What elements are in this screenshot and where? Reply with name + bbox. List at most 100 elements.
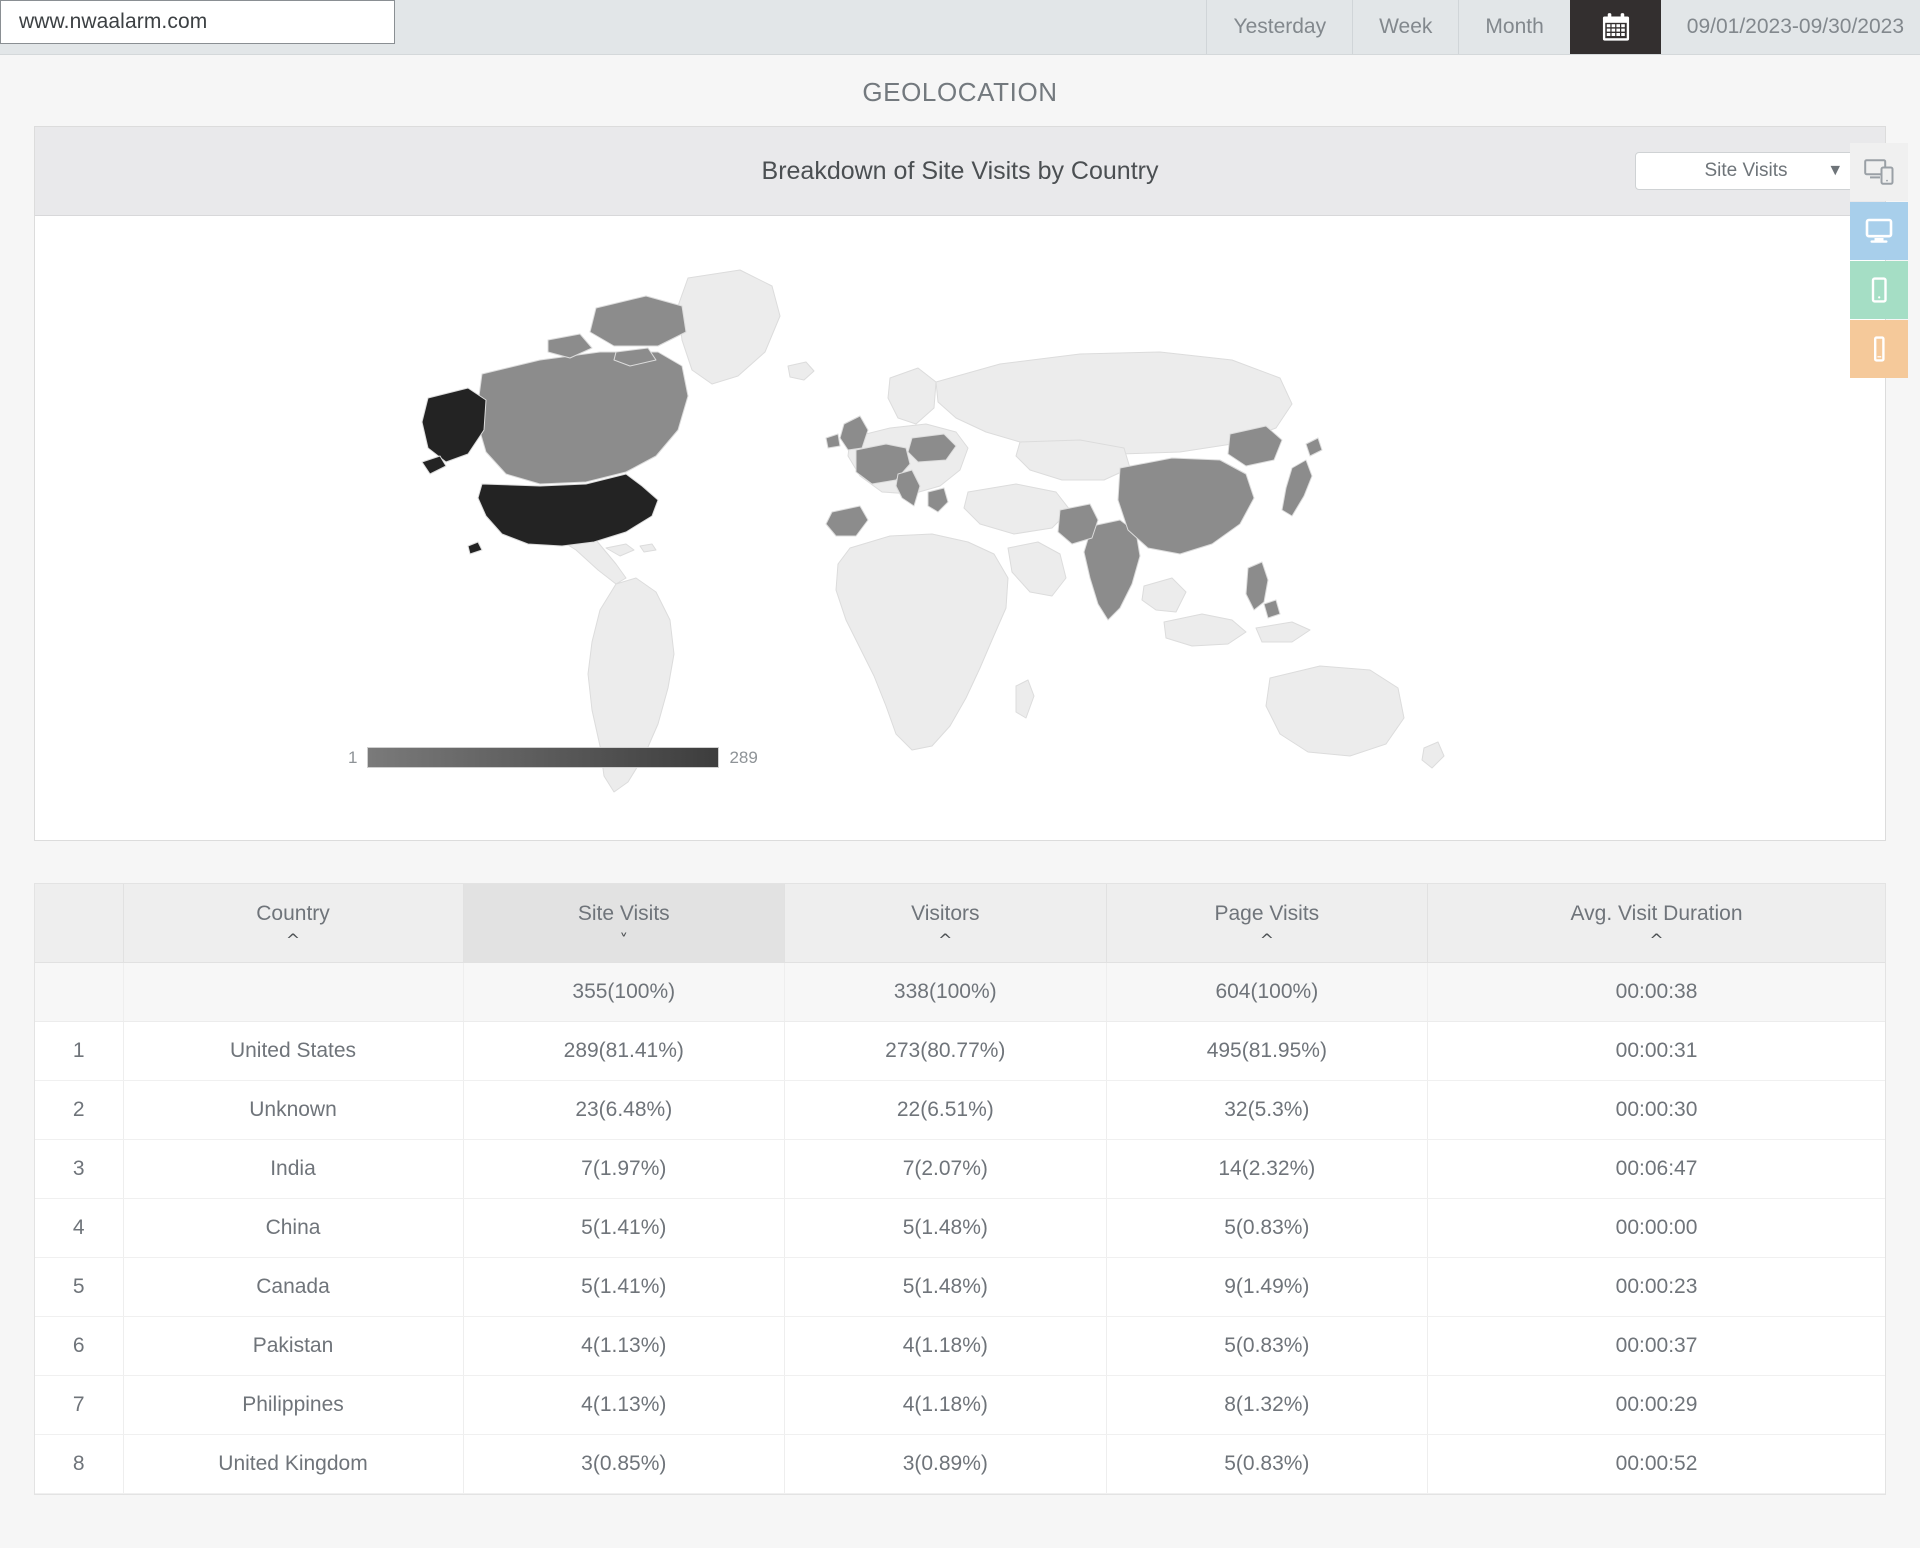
- row-site-visits: 7(1.97%): [463, 1139, 786, 1199]
- th-avg-duration[interactable]: Avg. Visit Duration ^: [1427, 884, 1885, 963]
- table-row[interactable]: 5 Canada 5(1.41%) 5(1.48%) 9(1.49%) 00:00:23: [35, 1257, 1885, 1317]
- sort-asc-icon: ^: [285, 931, 301, 951]
- row-page-visits: 9(1.49%): [1106, 1257, 1429, 1317]
- row-country: Philippines: [123, 1375, 464, 1435]
- row-visitors: 4(1.18%): [784, 1316, 1107, 1376]
- range-tab-yesterday[interactable]: Yesterday: [1206, 0, 1353, 54]
- geolocation-map-card: Breakdown of Site Visits by Country Site…: [34, 126, 1886, 841]
- range-tab-month[interactable]: Month: [1458, 0, 1570, 54]
- table-row[interactable]: 7 Philippines 4(1.13%) 4(1.18%) 8(1.32%) 00:0…: [35, 1375, 1885, 1435]
- device-filter-mobile[interactable]: [1850, 320, 1908, 378]
- map-card-body: 1 289: [35, 216, 1885, 840]
- row-visitors: 22(6.51%): [784, 1080, 1107, 1140]
- desktop-icon: [1865, 218, 1893, 243]
- th-avg-duration-label: Avg. Visit Duration: [1570, 902, 1743, 925]
- world-map[interactable]: [35, 216, 1885, 840]
- totals-site-visits: 355(100%): [463, 962, 786, 1022]
- row-avg-duration: 00:00:30: [1427, 1080, 1885, 1140]
- map-card-title: Breakdown of Site Visits by Country: [761, 156, 1159, 185]
- topbar-spacer: [395, 0, 1206, 54]
- calendar-icon: [1602, 12, 1629, 41]
- row-index: 6: [35, 1316, 124, 1376]
- row-avg-duration: 00:00:52: [1427, 1434, 1885, 1494]
- legend-gradient-bar: [367, 747, 720, 768]
- totals-visitors: 338(100%): [784, 962, 1107, 1022]
- table-row[interactable]: 2 Unknown 23(6.48%) 22(6.51%) 32(5.3%) 00:00:…: [35, 1080, 1885, 1140]
- table-header-row: Country ^ Site Visits ˅ Visitors ^ Page …: [35, 884, 1885, 963]
- table-totals-row: 355(100%) 338(100%) 604(100%) 00:00:38: [35, 962, 1885, 1022]
- table-row[interactable]: 1 United States 289(81.41%) 273(80.77%) 495(…: [35, 1021, 1885, 1081]
- row-page-visits: 32(5.3%): [1106, 1080, 1429, 1140]
- row-avg-duration: 00:00:31: [1427, 1021, 1885, 1081]
- row-visitors: 7(2.07%): [784, 1139, 1107, 1199]
- row-avg-duration: 00:00:29: [1427, 1375, 1885, 1435]
- device-filter-desktop[interactable]: [1850, 202, 1908, 260]
- totals-avg-duration: 00:00:38: [1427, 962, 1885, 1022]
- row-site-visits: 5(1.41%): [463, 1257, 786, 1317]
- device-filter-tablet[interactable]: [1850, 261, 1908, 319]
- th-page-visits[interactable]: Page Visits ^: [1106, 884, 1429, 963]
- device-filter-rail: [1850, 143, 1908, 378]
- table-row[interactable]: 8 United Kingdom 3(0.85%) 3(0.89%) 5(0.83%) 0…: [35, 1434, 1885, 1494]
- url-input[interactable]: www.nwaalarm.com: [0, 0, 395, 44]
- table-header: Country ^ Site Visits ˅ Visitors ^ Page …: [35, 884, 1885, 963]
- th-site-visits[interactable]: Site Visits ˅: [463, 884, 786, 963]
- table-row[interactable]: 6 Pakistan 4(1.13%) 4(1.18%) 5(0.83%) 00:00:3…: [35, 1316, 1885, 1376]
- row-country: United Kingdom: [123, 1434, 464, 1494]
- totals-index: [35, 962, 124, 1022]
- map-legend: 1 289: [348, 747, 758, 768]
- sort-asc-icon: ^: [938, 931, 953, 951]
- metric-select-value: Site Visits: [1704, 160, 1788, 181]
- th-page-visits-label: Page Visits: [1214, 902, 1320, 925]
- calendar-button[interactable]: [1569, 0, 1661, 54]
- date-range-tabs: Yesterday Week Month 09/01/2023-09/30/20…: [1206, 0, 1920, 54]
- th-country[interactable]: Country ^: [123, 884, 464, 963]
- row-index: 2: [35, 1080, 124, 1140]
- chevron-down-icon: ▾: [1830, 159, 1840, 181]
- row-site-visits: 5(1.41%): [463, 1198, 786, 1258]
- world-map-svg: [421, 269, 1445, 793]
- row-avg-duration: 00:00:23: [1427, 1257, 1885, 1317]
- device-filter-all[interactable]: [1850, 143, 1908, 201]
- country-table-wrapper: Country ^ Site Visits ˅ Visitors ^ Page …: [34, 883, 1886, 1495]
- row-page-visits: 5(0.83%): [1106, 1434, 1429, 1494]
- row-index: 3: [35, 1139, 124, 1199]
- th-country-label: Country: [256, 902, 330, 925]
- row-site-visits: 4(1.13%): [463, 1316, 786, 1376]
- page-content: GEOLOCATION: [0, 55, 1920, 1548]
- sort-asc-icon: ^: [1259, 931, 1274, 951]
- totals-page-visits: 604(100%): [1106, 962, 1429, 1022]
- row-page-visits: 14(2.32%): [1106, 1139, 1429, 1199]
- top-bar: www.nwaalarm.com Yesterday Week Month: [0, 0, 1920, 55]
- row-visitors: 5(1.48%): [784, 1198, 1107, 1258]
- range-tab-week[interactable]: Week: [1352, 0, 1459, 54]
- row-country: Canada: [123, 1257, 464, 1317]
- row-page-visits: 5(0.83%): [1106, 1316, 1429, 1376]
- legend-max-value: 289: [729, 747, 758, 767]
- metric-select[interactable]: Site Visits ▾: [1635, 152, 1857, 190]
- sort-asc-icon: ^: [1649, 931, 1664, 951]
- row-site-visits: 289(81.41%): [463, 1021, 786, 1081]
- row-page-visits: 495(81.95%): [1106, 1021, 1429, 1081]
- all-devices-icon: [1864, 159, 1894, 185]
- th-visitors[interactable]: Visitors ^: [784, 884, 1107, 963]
- row-index: 7: [35, 1375, 124, 1435]
- row-avg-duration: 00:00:37: [1427, 1316, 1885, 1376]
- tablet-icon: [1871, 277, 1887, 303]
- row-visitors: 3(0.89%): [784, 1434, 1107, 1494]
- row-visitors: 273(80.77%): [784, 1021, 1107, 1081]
- page-title: GEOLOCATION: [862, 77, 1058, 107]
- row-page-visits: 8(1.32%): [1106, 1375, 1429, 1435]
- row-country: Pakistan: [123, 1316, 464, 1376]
- row-visitors: 5(1.48%): [784, 1257, 1107, 1317]
- table-row[interactable]: 4 China 5(1.41%) 5(1.48%) 5(0.83%) 00:00:00: [35, 1198, 1885, 1258]
- row-avg-duration: 00:00:00: [1427, 1198, 1885, 1258]
- date-range-label[interactable]: 09/01/2023-09/30/2023: [1660, 0, 1920, 54]
- table-row[interactable]: 3 India 7(1.97%) 7(2.07%) 14(2.32%) 00:06:47: [35, 1139, 1885, 1199]
- row-site-visits: 3(0.85%): [463, 1434, 786, 1494]
- row-country: Unknown: [123, 1080, 464, 1140]
- row-avg-duration: 00:06:47: [1427, 1139, 1885, 1199]
- row-country: China: [123, 1198, 464, 1258]
- table-body: 355(100%) 338(100%) 604(100%) 00:00:38 1 Unit…: [35, 962, 1885, 1494]
- th-index: [35, 884, 124, 963]
